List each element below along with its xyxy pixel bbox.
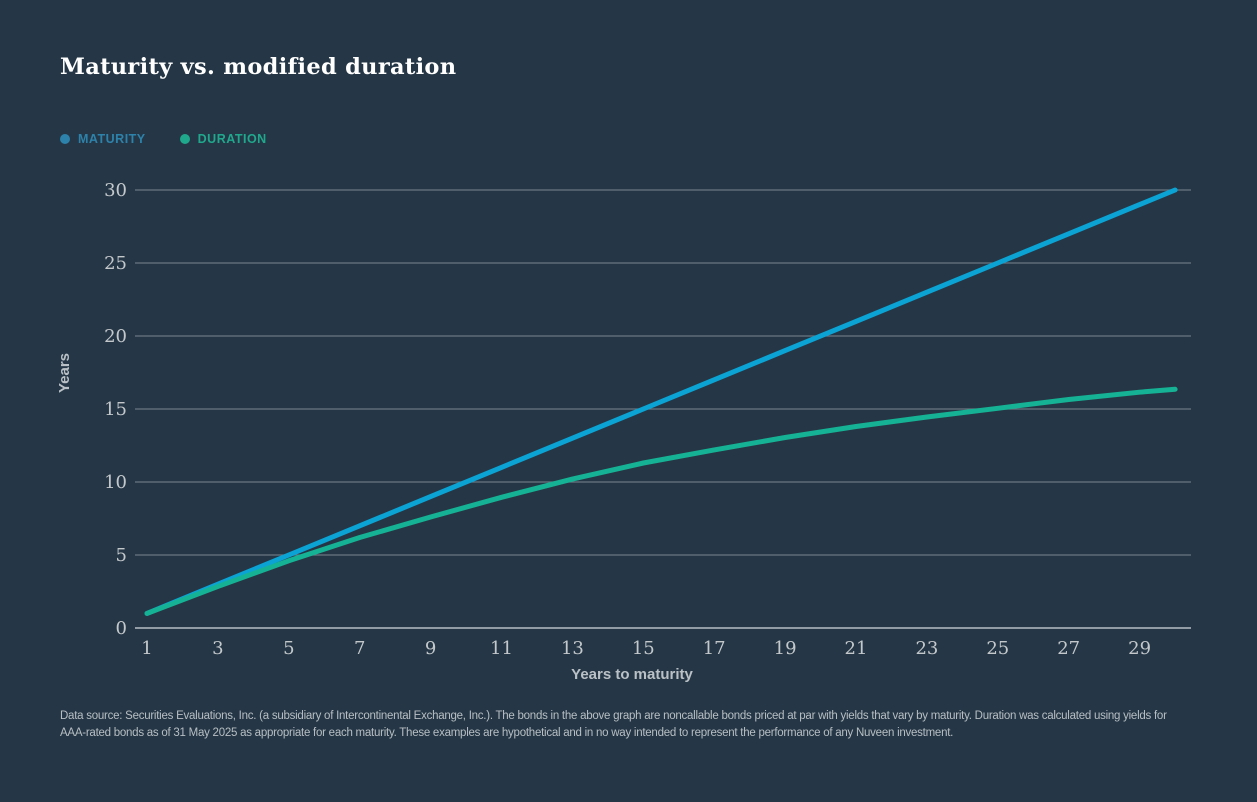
x-tick-label: 7: [354, 638, 365, 659]
legend-item-duration: DURATION: [179, 132, 267, 146]
series-line-duration: [144, 386, 1178, 616]
x-tick-label: 19: [774, 638, 797, 659]
x-tick-label: 29: [1128, 638, 1151, 659]
legend-label-duration: DURATION: [197, 132, 267, 146]
chart-title: Maturity vs. modified duration: [60, 54, 457, 80]
gridlines: [135, 189, 1191, 629]
x-tick-label: 27: [1057, 638, 1080, 659]
x-tick-label: 15: [632, 638, 655, 659]
y-tick-label: 0: [116, 618, 127, 639]
y-tick-label: 15: [104, 399, 127, 420]
y-axis-tick-labels: 0 5 10 15 20 25 30: [104, 180, 127, 639]
series-line-maturity: [144, 187, 1178, 616]
x-tick-label: 17: [703, 638, 726, 659]
y-axis-title: Years: [56, 353, 73, 393]
series-lines: [144, 187, 1178, 616]
x-tick-label: 9: [425, 638, 436, 659]
x-tick-label: 5: [283, 638, 294, 659]
y-tick-label: 20: [104, 326, 127, 347]
x-tick-label: 11: [490, 638, 513, 659]
y-tick-label: 25: [104, 253, 127, 274]
legend-label-maturity: MATURITY: [78, 132, 146, 146]
y-tick-label: 10: [104, 472, 127, 493]
duration-dot-icon: [179, 134, 190, 144]
x-tick-label: 21: [845, 638, 868, 659]
x-tick-label: 1: [141, 638, 152, 659]
x-tick-label: 13: [561, 638, 584, 659]
legend: MATURITY DURATION: [60, 132, 267, 146]
footnote: Data source: Securities Evaluations, Inc…: [60, 710, 1167, 740]
x-tick-label: 3: [212, 638, 223, 659]
x-tick-label: 23: [915, 638, 938, 659]
x-axis-title: Years to maturity: [571, 666, 693, 683]
y-tick-label: 5: [116, 545, 127, 566]
x-axis-tick-labels: 1 3 5 7 9 11 13 15 17 19 21 23 25 27 29: [141, 638, 1151, 659]
legend-item-maturity: MATURITY: [60, 132, 146, 146]
x-tick-label: 25: [986, 638, 1009, 659]
y-tick-label: 30: [104, 180, 127, 201]
maturity-dot-icon: [60, 134, 70, 144]
